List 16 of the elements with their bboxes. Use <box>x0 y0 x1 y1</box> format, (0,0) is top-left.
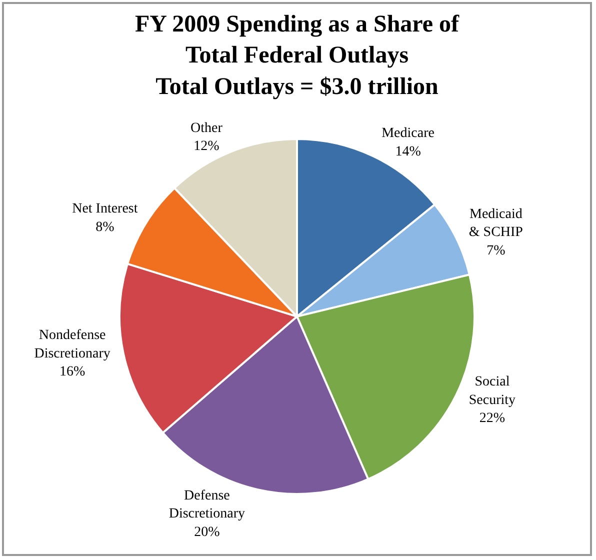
data-label: 8% <box>96 220 115 235</box>
data-label: 16% <box>59 364 86 380</box>
slice-label: Medicare <box>382 126 434 142</box>
slice-label: Social Security <box>468 374 516 408</box>
data-label: 7% <box>486 243 506 258</box>
chart-title: FY 2009 Spending as a Share of Total Federal Outlays <box>134 12 460 69</box>
slice-label: Medicaid & SCHIP <box>468 206 524 240</box>
data-label: 12% <box>194 139 220 154</box>
data-label: 20% <box>194 524 220 540</box>
slice-label: Other <box>190 120 223 136</box>
data-label: 22% <box>479 411 506 426</box>
chart-subtitle: Total Outlays = $3.0 trillion <box>156 74 438 100</box>
slice-label: Nondefense Discretionary <box>34 328 110 362</box>
data-label: 14% <box>395 144 422 160</box>
slice-label: Net Interest <box>72 202 138 217</box>
slice-label: Defense Discretionary <box>168 488 246 522</box>
